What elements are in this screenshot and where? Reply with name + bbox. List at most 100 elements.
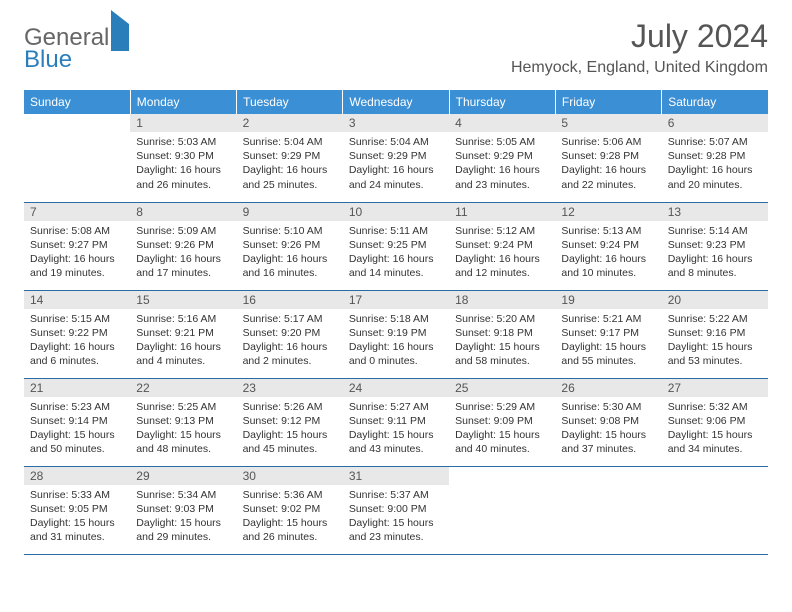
sunset-label: Sunset: 9:02 PM — [243, 502, 337, 516]
sunset-label: Sunset: 9:03 PM — [136, 502, 230, 516]
calendar-table: SundayMondayTuesdayWednesdayThursdayFrid… — [24, 90, 768, 555]
day-header: Saturday — [662, 90, 768, 114]
sunset-label: Sunset: 9:28 PM — [561, 149, 655, 163]
day-cell: 2Sunrise: 5:04 AMSunset: 9:29 PMDaylight… — [237, 114, 343, 202]
daylight-label: Daylight: 15 hours and 29 minutes. — [136, 516, 230, 544]
day-cell: 8Sunrise: 5:09 AMSunset: 9:26 PMDaylight… — [130, 202, 236, 290]
day-cell: 6Sunrise: 5:07 AMSunset: 9:28 PMDaylight… — [662, 114, 768, 202]
day-number: 22 — [130, 379, 236, 397]
day-details: Sunrise: 5:08 AMSunset: 9:27 PMDaylight:… — [24, 221, 130, 285]
sunset-label: Sunset: 9:18 PM — [455, 326, 549, 340]
logo-sail-icon — [111, 10, 129, 51]
day-number: 27 — [662, 379, 768, 397]
sunrise-label: Sunrise: 5:23 AM — [30, 400, 124, 414]
day-cell: 29Sunrise: 5:34 AMSunset: 9:03 PMDayligh… — [130, 466, 236, 554]
day-header: Friday — [555, 90, 661, 114]
day-cell: 28Sunrise: 5:33 AMSunset: 9:05 PMDayligh… — [24, 466, 130, 554]
day-cell: 30Sunrise: 5:36 AMSunset: 9:02 PMDayligh… — [237, 466, 343, 554]
day-details: Sunrise: 5:25 AMSunset: 9:13 PMDaylight:… — [130, 397, 236, 461]
day-cell: 21Sunrise: 5:23 AMSunset: 9:14 PMDayligh… — [24, 378, 130, 466]
day-number: 16 — [237, 291, 343, 309]
day-details: Sunrise: 5:26 AMSunset: 9:12 PMDaylight:… — [237, 397, 343, 461]
daylight-label: Daylight: 16 hours and 8 minutes. — [668, 252, 762, 280]
day-details: Sunrise: 5:20 AMSunset: 9:18 PMDaylight:… — [449, 309, 555, 373]
sunset-label: Sunset: 9:21 PM — [136, 326, 230, 340]
daylight-label: Daylight: 16 hours and 26 minutes. — [136, 163, 230, 191]
daylight-label: Daylight: 16 hours and 25 minutes. — [243, 163, 337, 191]
week-row: 21 Sunrise: 5:23 AMSunset: 9:14 PM Dayligh… — [24, 378, 768, 466]
day-number: 26 — [555, 379, 661, 397]
week-row: 28Sunrise: 5:33 AMSunset: 9:05 PMDayligh… — [24, 466, 768, 554]
day-number: 21 — [24, 379, 130, 397]
day-number: 18 — [449, 291, 555, 309]
day-header: Monday — [130, 90, 236, 114]
day-number: 13 — [662, 203, 768, 221]
day-number: 28 — [24, 467, 130, 485]
sunrise-label: Sunrise: 5:34 AM — [136, 488, 230, 502]
daylight-label: Daylight: 16 hours and 14 minutes. — [349, 252, 443, 280]
sunrise-label: Sunrise: 5:14 AM — [668, 224, 762, 238]
day-number: 31 — [343, 467, 449, 485]
day-number: 9 — [237, 203, 343, 221]
sunrise-label: Sunrise: 5:15 AM — [30, 312, 124, 326]
day-number: 25 — [449, 379, 555, 397]
day-details: Sunrise: 5:22 AMSunset: 9:16 PMDaylight:… — [662, 309, 768, 373]
week-row: 1Sunrise: 5:03 AMSunset: 9:30 PMDaylight… — [24, 114, 768, 202]
daylight-label: Daylight: 16 hours and 2 minutes. — [243, 340, 337, 368]
daylight-label: Daylight: 15 hours and 23 minutes. — [349, 516, 443, 544]
week-row: 14Sunrise: 5:15 AMSunset: 9:22 PMDayligh… — [24, 290, 768, 378]
day-cell: 9Sunrise: 5:10 AMSunset: 9:26 PMDaylight… — [237, 202, 343, 290]
daylight-label: Daylight: 16 hours and 23 minutes. — [455, 163, 549, 191]
daylight-label: Daylight: 16 hours and 19 minutes. — [30, 252, 124, 280]
day-cell: 17Sunrise: 5:18 AMSunset: 9:19 PMDayligh… — [343, 290, 449, 378]
sunset-label: Sunset: 9:09 PM — [455, 414, 549, 428]
month-title: July 2024 — [511, 18, 768, 55]
day-number: 4 — [449, 114, 555, 132]
sunset-label: Sunset: 9:30 PM — [136, 149, 230, 163]
sunrise-label: Sunrise: 5:27 AM — [349, 400, 443, 414]
daylight-label: Daylight: 16 hours and 12 minutes. — [455, 252, 549, 280]
day-details: Sunrise: 5:37 AMSunset: 9:00 PMDaylight:… — [343, 485, 449, 549]
day-cell: 7Sunrise: 5:08 AMSunset: 9:27 PMDaylight… — [24, 202, 130, 290]
sunrise-label: Sunrise: 5:30 AM — [561, 400, 655, 414]
day-details: Sunrise: 5:16 AMSunset: 9:21 PMDaylight:… — [130, 309, 236, 373]
day-details: Sunrise: 5:18 AMSunset: 9:19 PMDaylight:… — [343, 309, 449, 373]
day-cell: 22Sunrise: 5:25 AMSunset: 9:13 PMDayligh… — [130, 378, 236, 466]
sunset-label: Sunset: 9:25 PM — [349, 238, 443, 252]
title-block: July 2024 Hemyock, England, United Kingd… — [511, 18, 768, 77]
location-label: Hemyock, England, United Kingdom — [511, 59, 768, 77]
daylight-label: Daylight: 15 hours and 53 minutes. — [668, 340, 762, 368]
day-cell: 15Sunrise: 5:16 AMSunset: 9:21 PMDayligh… — [130, 290, 236, 378]
sunrise-label: Sunrise: 5:25 AM — [136, 400, 230, 414]
sunrise-label: Sunrise: 5:12 AM — [455, 224, 549, 238]
sunrise-label: Sunrise: 5:16 AM — [136, 312, 230, 326]
daylight-label: Daylight: 15 hours and 58 minutes. — [455, 340, 549, 368]
day-details: Sunrise: 5:04 AMSunset: 9:29 PMDaylight:… — [343, 132, 449, 196]
day-cell: 12Sunrise: 5:13 AMSunset: 9:24 PMDayligh… — [555, 202, 661, 290]
day-details: Sunrise: 5:09 AMSunset: 9:26 PMDaylight:… — [130, 221, 236, 285]
daylight-label: Daylight: 15 hours and 40 minutes. — [455, 428, 549, 456]
day-details: Sunrise: 5:29 AMSunset: 9:09 PMDaylight:… — [449, 397, 555, 461]
sunset-label: Sunset: 9:20 PM — [243, 326, 337, 340]
week-row: 7Sunrise: 5:08 AMSunset: 9:27 PMDaylight… — [24, 202, 768, 290]
daylight-label: Daylight: 15 hours and 48 minutes. — [136, 428, 230, 456]
day-cell: 19Sunrise: 5:21 AMSunset: 9:17 PMDayligh… — [555, 290, 661, 378]
sunset-label: Sunset: 9:14 PM — [30, 414, 124, 428]
day-details: Sunrise: 5:12 AMSunset: 9:24 PMDaylight:… — [449, 221, 555, 285]
sunset-label: Sunset: 9:24 PM — [561, 238, 655, 252]
day-number: 7 — [24, 203, 130, 221]
day-cell: 4Sunrise: 5:05 AMSunset: 9:29 PMDaylight… — [449, 114, 555, 202]
day-cell: 1Sunrise: 5:03 AMSunset: 9:30 PMDaylight… — [130, 114, 236, 202]
sunrise-label: Sunrise: 5:06 AM — [561, 135, 655, 149]
sunrise-label: Sunrise: 5:04 AM — [349, 135, 443, 149]
day-cell — [555, 466, 661, 554]
day-cell: 24Sunrise: 5:27 AMSunset: 9:11 PMDayligh… — [343, 378, 449, 466]
daylight-label: Daylight: 15 hours and 31 minutes. — [30, 516, 124, 544]
day-header-row: SundayMondayTuesdayWednesdayThursdayFrid… — [24, 90, 768, 114]
sunrise-label: Sunrise: 5:07 AM — [668, 135, 762, 149]
day-number: 24 — [343, 379, 449, 397]
daylight-label: Daylight: 15 hours and 45 minutes. — [243, 428, 337, 456]
day-cell: 23Sunrise: 5:26 AMSunset: 9:12 PMDayligh… — [237, 378, 343, 466]
daylight-label: Daylight: 16 hours and 22 minutes. — [561, 163, 655, 191]
day-details: Sunrise: 5:11 AMSunset: 9:25 PMDaylight:… — [343, 221, 449, 285]
